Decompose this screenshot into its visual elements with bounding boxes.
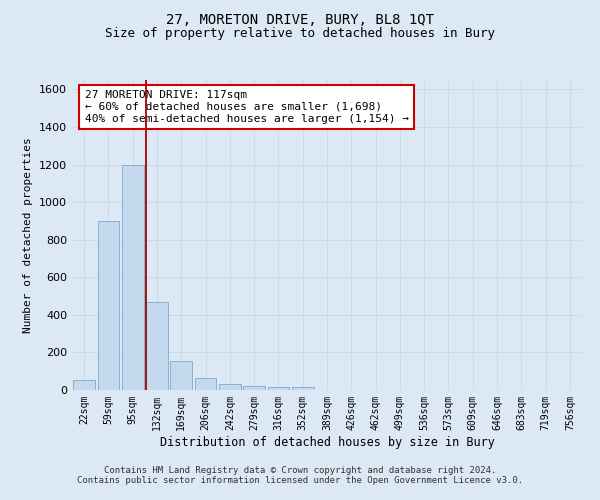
Text: Contains HM Land Registry data © Crown copyright and database right 2024.
Contai: Contains HM Land Registry data © Crown c… [77,466,523,485]
Text: 27 MORETON DRIVE: 117sqm
← 60% of detached houses are smaller (1,698)
40% of sem: 27 MORETON DRIVE: 117sqm ← 60% of detach… [85,90,409,124]
Bar [170,361,192,390]
Text: Size of property relative to detached houses in Bury: Size of property relative to detached ho… [105,28,495,40]
Text: 27, MORETON DRIVE, BURY, BL8 1QT: 27, MORETON DRIVE, BURY, BL8 1QT [166,12,434,26]
Bar [194,378,217,390]
Bar [292,386,314,390]
Text: Distribution of detached houses by size in Bury: Distribution of detached houses by size … [160,436,494,449]
Bar [97,221,119,390]
Bar [243,386,265,390]
Bar [219,384,241,390]
Y-axis label: Number of detached properties: Number of detached properties [23,137,34,333]
Bar [122,166,143,390]
Bar [146,302,168,390]
Bar [268,387,289,390]
Bar [73,380,95,390]
